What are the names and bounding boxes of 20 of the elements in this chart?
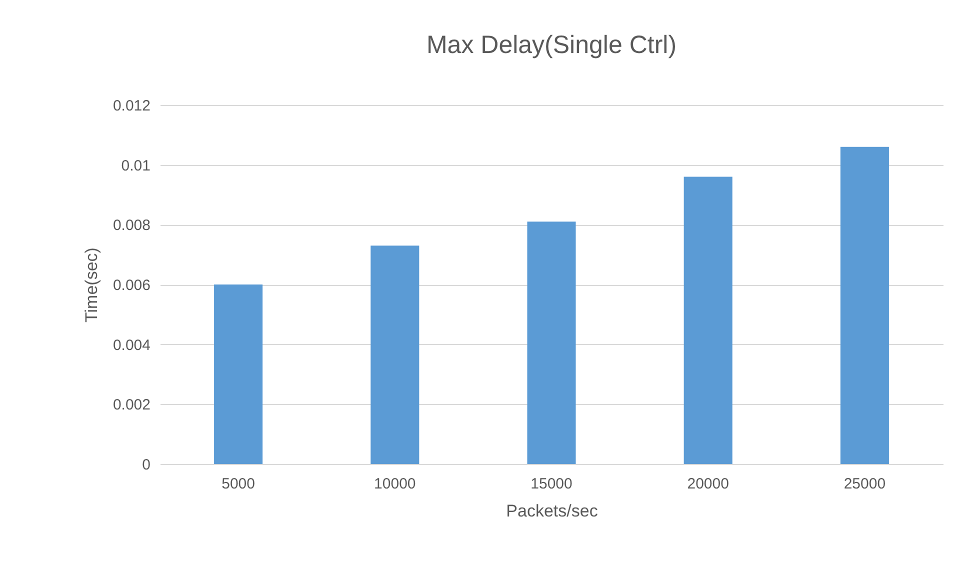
bar (840, 146, 889, 464)
x-tick-label: 25000 (844, 476, 886, 492)
bar (684, 176, 732, 464)
y-axis-title: Time(sec) (82, 248, 101, 322)
x-axis-title: Packets/sec (506, 502, 598, 520)
bar (370, 246, 420, 464)
y-tick-label: 0.01 (121, 157, 150, 174)
x-tick-label: 10000 (374, 476, 416, 492)
x-tick-label: 20000 (687, 476, 729, 492)
y-tick-label: 0.008 (112, 217, 150, 234)
y-tick-label: 0.002 (112, 396, 150, 414)
y-tick-label: 0.006 (112, 277, 150, 294)
bar (214, 284, 263, 464)
y-tick-label: 0 (142, 456, 150, 474)
y-tick-label: 0.012 (112, 98, 150, 114)
bar (527, 222, 576, 464)
x-tick-label: 5000 (222, 476, 255, 492)
chart-title: Max Delay(Single Ctrl) (426, 31, 677, 59)
y-tick-label: 0.004 (112, 336, 150, 354)
x-tick-label: 15000 (530, 476, 572, 492)
